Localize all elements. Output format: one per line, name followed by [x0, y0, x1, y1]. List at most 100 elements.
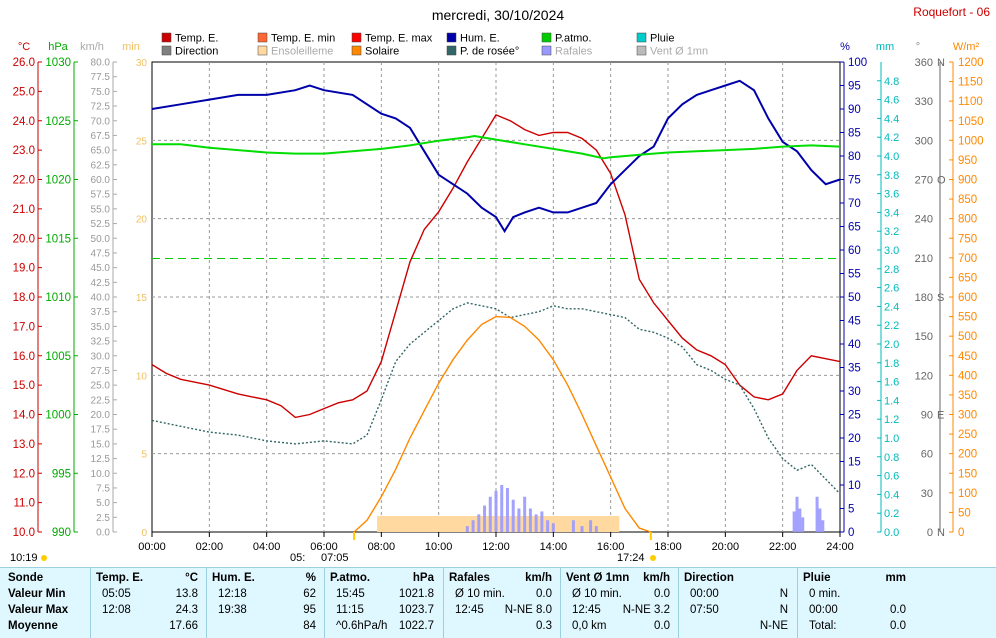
series-line-hum-e-	[151, 79, 841, 234]
x-tick-label: 06:00	[310, 541, 338, 553]
gust-bar	[517, 508, 521, 532]
temp-tick-label: 22.0	[13, 175, 35, 187]
legend-label: Temp. E.	[175, 33, 218, 45]
axis-unit-humidity: %	[840, 41, 850, 53]
min-tick-label: 20	[136, 215, 148, 226]
stats-cell: Valeur Max	[8, 604, 69, 616]
stats-cell: Rafales	[449, 572, 490, 584]
rain-tick-label: 4.8	[884, 76, 899, 88]
dir-tick-label: 30	[921, 488, 933, 500]
dir-cardinal-label: E	[937, 410, 944, 422]
gust-bar	[818, 508, 822, 532]
gust-bar	[792, 511, 796, 532]
stats-cell: Hum. E.	[212, 572, 255, 584]
dir-tick-label: 330	[915, 96, 933, 108]
x-tick-label: 04:00	[253, 541, 281, 553]
legend-label: Pluie	[650, 33, 674, 45]
x-tick-label: 02:00	[196, 541, 224, 553]
rain-tick-label: 4.6	[884, 95, 899, 107]
rain-tick-label: 1.8	[884, 358, 899, 370]
pressure-tick-label: 1010	[45, 292, 71, 304]
x-tick-label: 18:00	[654, 541, 682, 553]
solar-tick-label: 150	[958, 468, 977, 480]
solar-tick-label: 350	[958, 390, 977, 402]
wind-tick-label: 40.0	[91, 293, 111, 304]
min-tick-label: 25	[136, 136, 148, 147]
solar-tick-label: 50	[958, 507, 971, 519]
legend-label: Temp. E. min	[271, 33, 335, 45]
x-tick-label: 14:00	[540, 541, 568, 553]
rain-tick-label: 0.4	[884, 489, 899, 501]
wind-tick-label: 67.5	[91, 131, 111, 142]
stats-cell: N-NE	[759, 620, 788, 632]
gust-bar	[494, 490, 498, 532]
weather-chart: mercredi, 30/10/2024 Roquefort - 06 Temp. …	[10, 5, 990, 564]
wind-tick-label: 57.5	[91, 190, 111, 201]
dir-cardinal-label: O	[937, 175, 946, 187]
stats-divider	[560, 568, 561, 638]
solar-tick-label: 1200	[958, 57, 984, 69]
wind-tick-label: 15.0	[91, 439, 111, 450]
legend-swatch	[257, 45, 268, 56]
rain-tick-label: 4.4	[884, 113, 899, 125]
temp-tick-label: 16.0	[13, 351, 35, 363]
humidity-tick-label: 80	[848, 151, 861, 163]
humidity-tick-label: 75	[848, 175, 861, 187]
rain-tick-label: 4.2	[884, 132, 899, 144]
temp-tick-label: 12.0	[13, 468, 35, 480]
wind-tick-label: 12.5	[91, 454, 111, 465]
solar-tick-label: 550	[958, 312, 977, 324]
dir-tick-label: 60	[921, 449, 933, 461]
gust-bar	[534, 514, 538, 532]
rain-tick-label: 0.2	[884, 508, 899, 520]
stats-cell: hPa	[412, 572, 434, 584]
solar-tick-label: 0	[958, 527, 964, 539]
wind-tick-label: 70.0	[91, 116, 111, 127]
axis-unit-temp: °C	[18, 41, 30, 53]
wind-tick-label: 30.0	[91, 351, 111, 362]
stats-cell: 00:00	[809, 604, 838, 616]
legend-label: Rafales	[555, 46, 593, 58]
legend-swatch	[541, 32, 552, 43]
stats-cell: km/h	[525, 572, 552, 584]
stats-cell: 12:45	[455, 604, 484, 616]
wind-tick-label: 27.5	[91, 366, 111, 377]
solar-tick-label: 400	[958, 370, 977, 382]
stats-cell: 00:00	[690, 588, 719, 600]
stats-divider	[443, 568, 444, 638]
gust-bar	[505, 487, 509, 532]
legend-swatch	[161, 45, 172, 56]
rain-tick-label: 3.8	[884, 170, 899, 182]
wind-tick-label: 35.0	[91, 322, 111, 333]
gust-bar	[488, 496, 492, 532]
solar-tick-label: 200	[958, 449, 977, 461]
solar-tick-label: 700	[958, 253, 977, 265]
sun-mid-label: 05:	[290, 552, 305, 564]
wind-tick-label: 32.5	[91, 337, 111, 348]
temp-tick-label: 14.0	[13, 410, 35, 422]
temp-tick-label: 11.0	[13, 498, 35, 510]
stats-cell: 19:38	[218, 604, 247, 616]
gust-bar	[821, 520, 825, 532]
solar-tick-label: 900	[958, 175, 977, 187]
dir-tick-label: 300	[915, 135, 933, 147]
wind-tick-label: 10.0	[91, 469, 111, 480]
rain-tick-label: 1.2	[884, 414, 899, 426]
humidity-tick-label: 40	[848, 339, 861, 351]
rain-tick-label: 0.8	[884, 452, 899, 464]
min-tick-label: 5	[141, 450, 147, 461]
wind-tick-label: 55.0	[91, 204, 111, 215]
x-tick-label: 20:00	[712, 541, 740, 553]
pressure-tick-label: 1005	[45, 351, 71, 363]
rain-tick-label: 2.8	[884, 264, 899, 276]
dir-tick-label: 150	[915, 331, 933, 343]
min-tick-label: 0	[141, 528, 147, 539]
axis-unit-solar: W/m²	[953, 41, 980, 53]
solar-tick-label: 1050	[958, 116, 984, 128]
gust-bar	[589, 520, 593, 532]
gust-bar	[546, 520, 550, 532]
dir-tick-label: 120	[915, 370, 933, 382]
temp-tick-label: 15.0	[13, 380, 35, 392]
stats-cell: P.atmo.	[330, 572, 371, 584]
solar-tick-label: 450	[958, 351, 977, 363]
